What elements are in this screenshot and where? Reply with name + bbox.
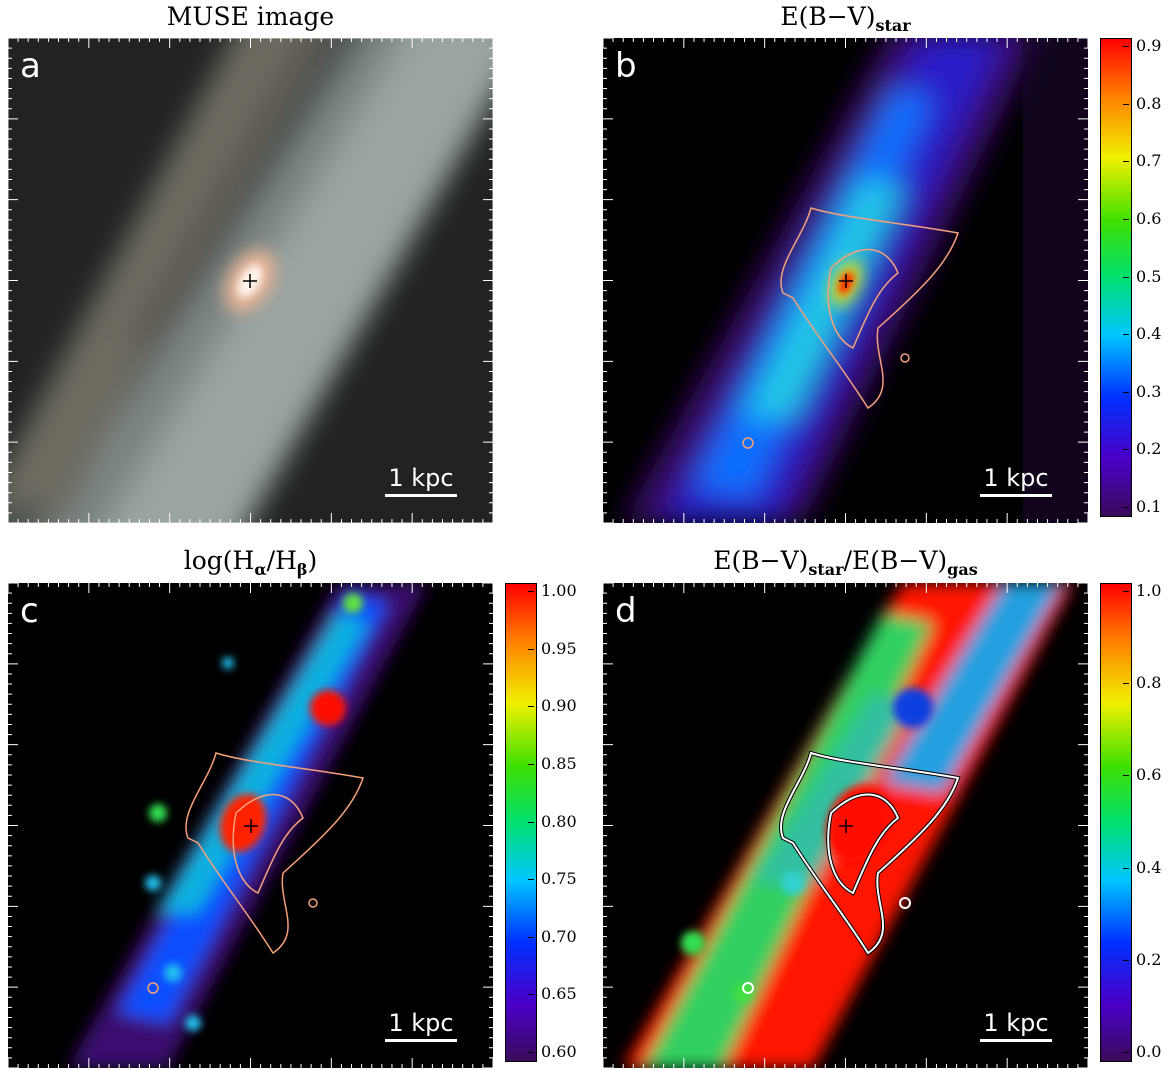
colorbar-c-tick [528,648,534,650]
colorbar-b-tick-label: 0.8 [1136,93,1162,113]
colorbar-b-tick-label: 0.5 [1136,266,1162,286]
colorbar-d-tick [1123,1052,1129,1053]
colorbar-b-tick [1123,449,1129,451]
colorbar-c-tick-label: 0.85 [541,753,577,773]
colorbar-c [505,583,537,1062]
colorbar-d-tick-label: 0.4 [1136,857,1162,877]
colorbar-d-tick-label: 0.8 [1136,673,1162,693]
panel-a-image: a 1 kpc [8,38,493,523]
colorbar-d-tick [1123,683,1129,685]
panel-d-map: d 1 kpc [603,583,1088,1068]
colorbar-b-tick-label: 0.3 [1136,381,1162,401]
colorbar-b-tick [1123,161,1129,163]
panel-d-scale-label: 1 kpc [983,1009,1049,1037]
colorbar-c-tick-label: 1.00 [541,581,577,600]
colorbar-c-tick [528,591,534,592]
colorbar-c-tick-label: 0.70 [541,926,577,946]
colorbar-b-tick [1123,334,1129,336]
colorbar-b-tick-label: 0.1 [1136,497,1162,516]
colorbar-c-tick-label: 0.80 [541,811,577,831]
colorbar-b-tick [1123,218,1129,220]
colorbar-b-tick [1123,103,1129,105]
panel-c-scalebar: 1 kpc [385,1009,457,1042]
colorbar-d-tick-label: 1.0 [1136,581,1162,600]
colorbar-d-tick-label: 0.6 [1136,765,1162,785]
colorbar-c-tick [528,994,534,996]
colorbar-d-tick-label: 0.0 [1136,1042,1162,1061]
colorbar-c-tick-label: 0.60 [541,1042,577,1061]
colorbar-b-tick-label: 0.4 [1136,324,1162,344]
colorbar-c-tick-label: 0.90 [541,696,577,716]
colorbar-d-tick [1123,959,1129,961]
colorbar-d-tick-label: 0.2 [1136,949,1162,969]
colorbar-b-tick-label: 0.2 [1136,439,1162,459]
colorbar-b-tick [1123,391,1129,393]
colorbar-d [1100,583,1132,1062]
panel-a-title: MUSE image [166,2,335,31]
panel-d-title: E(B−V)star/E(B−V)gas [713,546,978,579]
colorbar-b-tick-label: 0.9 [1136,36,1162,55]
colorbar-c-tick [528,763,534,765]
panel-c-scale-label: 1 kpc [388,1009,454,1037]
colorbar-c-tick-label: 0.75 [541,869,577,889]
colorbar-b-tick-label: 0.7 [1136,151,1162,171]
panel-b-scale-label: 1 kpc [983,464,1049,492]
panel-a-scalebar: 1 kpc [385,464,457,497]
colorbar-c-tick-label: 0.95 [541,638,577,658]
panel-b-map: b 1 kpc [603,38,1088,523]
panel-d-scalebar: 1 kpc [980,1009,1052,1042]
panel-c-letter: c [20,591,39,631]
colorbar-b-tick [1123,276,1129,278]
colorbar-d-tick [1123,591,1129,592]
colorbar-b-tick-label: 0.6 [1136,208,1162,228]
panel-b-letter: b [615,46,637,86]
panel-a-scale-label: 1 kpc [388,464,454,492]
colorbar-c-tick [528,706,534,708]
colorbar-b [1100,38,1132,517]
colorbar-c-tick-label: 0.65 [541,984,577,1004]
colorbar-c-tick [528,821,534,823]
colorbar-c-tick [528,936,534,938]
panel-a-letter: a [20,46,41,86]
colorbar-b-tick [1123,46,1129,47]
colorbar-c-tick [528,1052,534,1053]
panel-b-scalebar: 1 kpc [980,464,1052,497]
colorbar-d-tick [1123,867,1129,869]
colorbar-b-tick [1123,507,1129,508]
panel-b-title: E(B−V)star [780,2,911,35]
colorbar-c-tick [528,879,534,881]
colorbar-d-tick [1123,775,1129,777]
panel-c-title: log(Hα/Hβ) [183,546,318,579]
panel-d-letter: d [615,591,637,631]
panel-c-map: c 1 kpc [8,583,493,1068]
